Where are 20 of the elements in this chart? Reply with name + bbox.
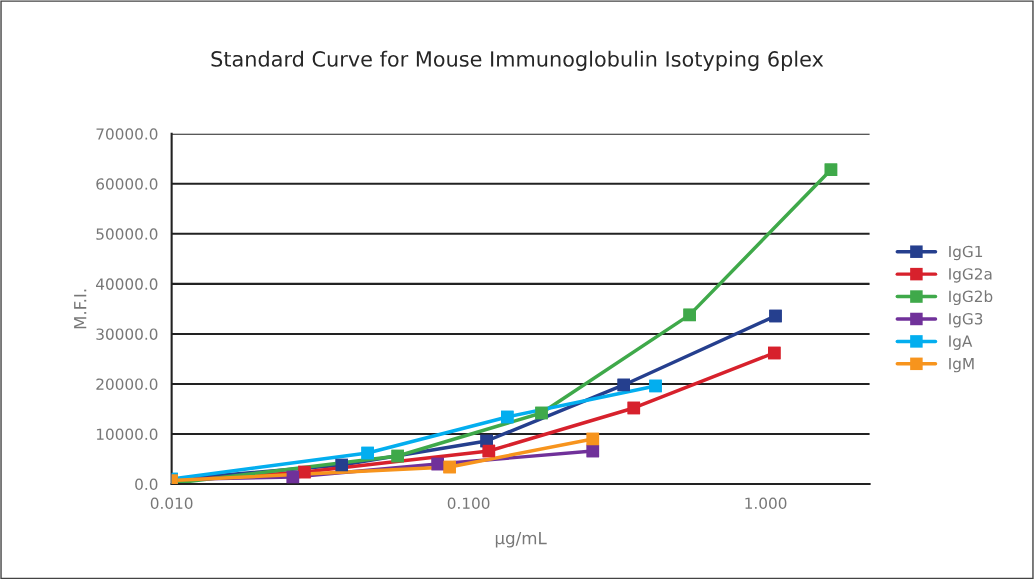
y-tick-label: 0.0 (135, 478, 158, 491)
legend-label: IgA (949, 335, 973, 350)
x-axis-title: µg/mL (495, 531, 547, 548)
legend-label: IgM (949, 358, 974, 373)
legend-label: IgG3 (949, 312, 983, 328)
legend-label: IgG2a (949, 268, 992, 283)
y-axis-title: M.F.I. (74, 289, 87, 329)
y-tick-label: 40000.0 (96, 278, 158, 290)
x-tick-label: 1.000 (745, 497, 787, 510)
y-tick-label: 10000.0 (96, 428, 158, 441)
chart-title: Standard Curve for Mouse Immunoglobulin Isotyping 6plex (211, 50, 824, 71)
y-tick-label: 50000.0 (96, 228, 158, 240)
legend-label: IgG1 (949, 245, 983, 261)
y-tick-label: 60000.0 (96, 178, 158, 190)
x-tick-label: 0.100 (447, 497, 490, 510)
legend-label: IgG2b (949, 290, 993, 306)
y-tick-label: 70000.0 (96, 128, 158, 140)
x-tick-label: 0.010 (150, 497, 193, 510)
y-tick-label: 20000.0 (96, 378, 158, 390)
y-tick-label: 30000.0 (96, 328, 158, 340)
